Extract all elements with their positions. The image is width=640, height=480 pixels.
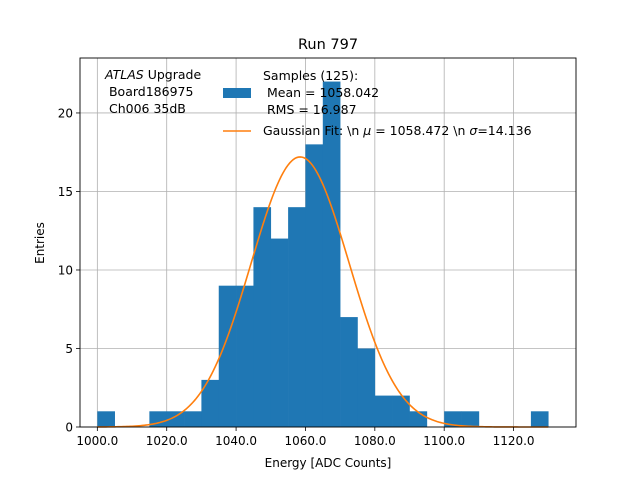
histogram-bar [305,144,324,428]
histogram-bar [166,411,185,427]
histogram-bar [340,317,358,427]
plot-frame [79,57,577,428]
histogram-bar [97,411,115,427]
x-tick-label: 1100.0 [423,434,465,448]
y-axis-label: Entries [33,222,47,264]
axis-ticks: 1000.0 1020.0 1040.0 1060.0 1080.0 1100.0 1120… [58,106,535,448]
histogram-bar [201,379,220,427]
atlas-annotation-line1: ATLAS Upgrade [104,67,201,82]
channel-label: Ch006 35dB [105,101,186,116]
histogram-bar [270,238,289,427]
legend-rms-label: RMS = 16.987 [263,102,357,117]
histogram-bar [288,207,306,427]
histogram-bar [357,348,376,427]
y-tick-label: 5 [65,342,73,356]
histogram-bar [253,207,272,427]
legend-fit-sigma: σ [469,123,478,138]
histogram-bar [530,411,549,427]
legend-samples-label: Samples (125): [263,68,358,83]
x-tick-label: 1000.0 [76,434,118,448]
y-tick-label: 15 [58,185,73,199]
legend-histogram-swatch [223,88,251,98]
legend-fit-part-b: = 1058.472 \n [371,123,469,138]
board-label: Board186975 [105,84,193,99]
histogram-bar [461,411,480,427]
legend-mean-label: Mean = 1058.042 [263,85,379,100]
y-tick-label: 0 [65,421,73,435]
histogram-bar [374,395,393,427]
x-tick-label: 1060.0 [284,434,326,448]
upgrade-label: Upgrade [144,67,202,82]
legend-fit-part-c: =14.136 [477,123,531,138]
histogram-bars [97,81,549,428]
y-tick-label: 10 [58,263,73,277]
histogram-bar [184,411,202,427]
histogram-bar [409,411,428,427]
legend-fit-mu: μ [362,123,371,138]
y-tick-label: 20 [58,106,73,120]
histogram-bar [236,285,254,427]
legend: Samples (125): Mean = 1058.042 RMS = 16.… [223,68,532,138]
atlas-annotation: ATLAS Upgrade Board186975 Ch006 35dB [104,67,201,116]
histogram-bar [322,81,341,427]
atlas-label: ATLAS [104,67,144,82]
x-tick-label: 1020.0 [146,434,188,448]
x-tick-label: 1120.0 [493,434,535,448]
chart-title: Run 797 [298,37,358,53]
histogram-bar [218,285,237,427]
gaussian-fit-line [97,156,549,428]
legend-fit-part-a: Gaussian Fit: \n [263,123,363,138]
legend-fit-label: Gaussian Fit: \n μ = 1058.472 \n σ=14.13… [263,123,532,138]
histogram-bar [444,411,462,427]
x-tick-label: 1080.0 [354,434,396,448]
x-tick-label: 1040.0 [215,434,257,448]
histogram-bar [392,395,410,427]
x-axis-label: Energy [ADC Counts] [265,456,392,470]
